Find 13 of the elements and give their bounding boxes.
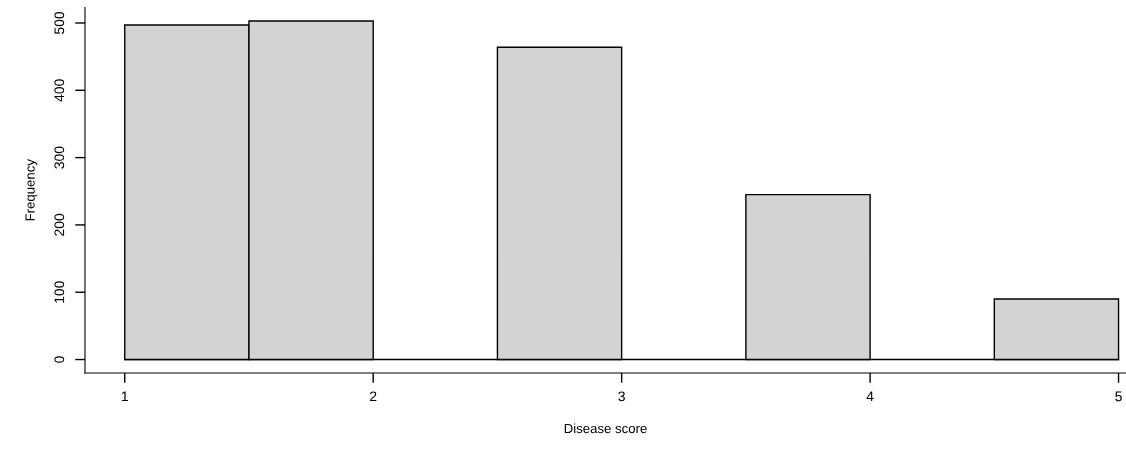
y-tick-label: 300 [54, 146, 65, 169]
x-tick-label: 4 [866, 391, 874, 402]
x-tick-label: 5 [1115, 391, 1122, 402]
y-tick-label: 400 [54, 79, 65, 102]
y-tick-label: 500 [54, 11, 65, 35]
x-tick-label: 1 [121, 391, 128, 402]
y-tick-label: 0 [54, 356, 65, 363]
x-axis-title: Disease score [564, 423, 647, 434]
x-tick-label: 2 [370, 391, 377, 402]
x-tick-label: 3 [618, 391, 625, 402]
y-tick-label: 200 [54, 213, 65, 236]
y-axis-title: Frequency [25, 159, 38, 221]
y-tick-label: 100 [54, 281, 65, 303]
